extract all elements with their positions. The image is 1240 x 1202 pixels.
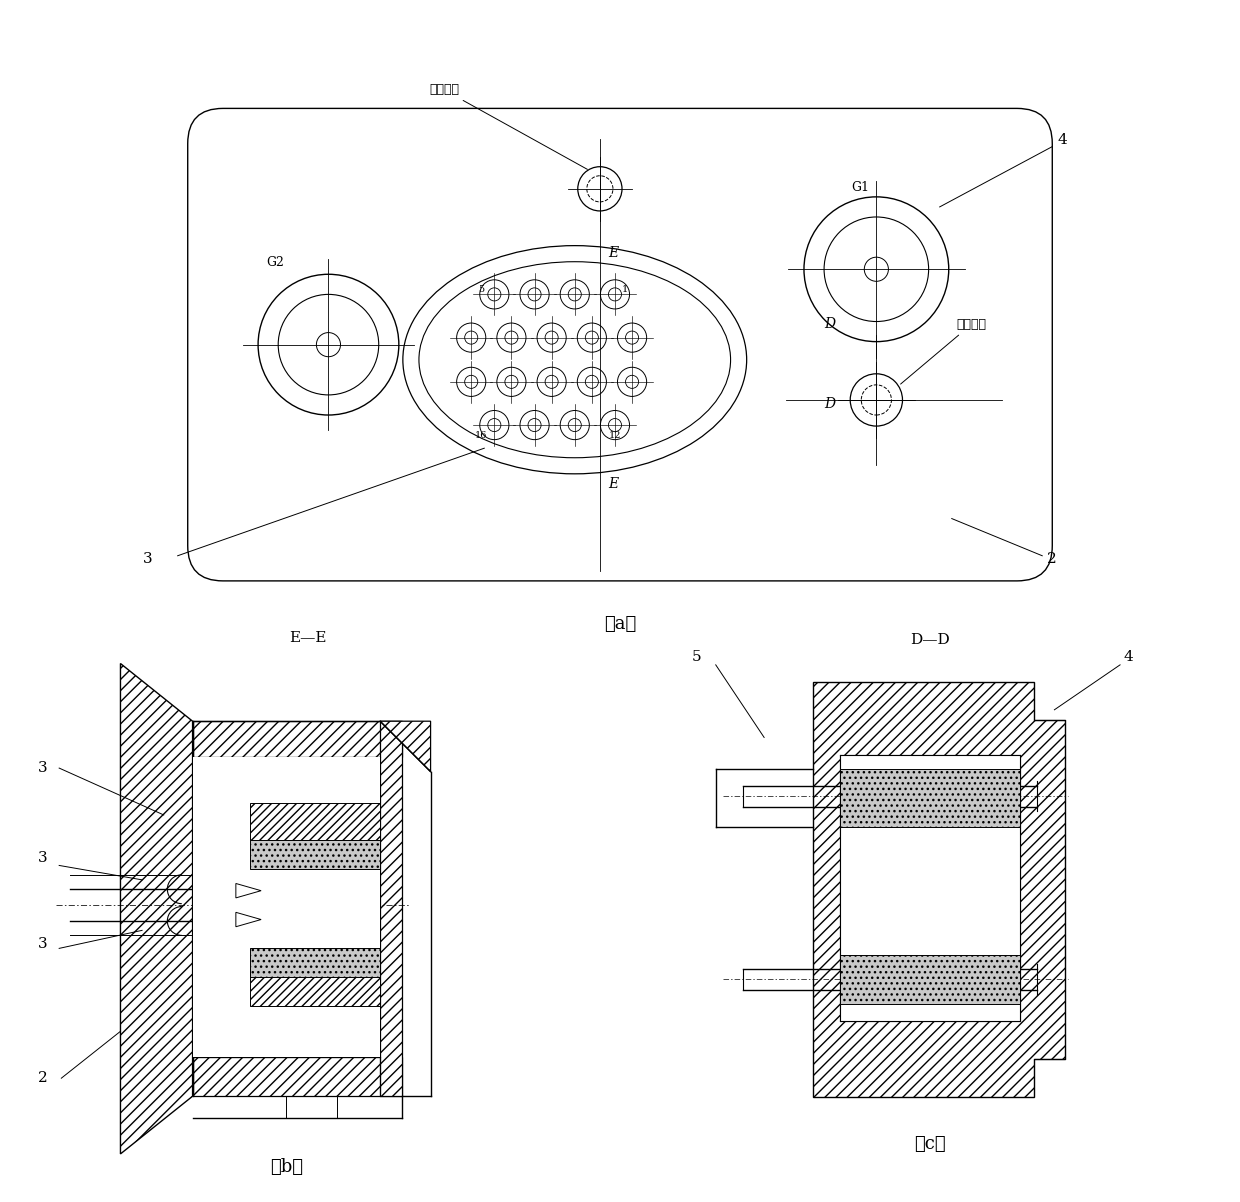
- Text: 5: 5: [479, 285, 485, 294]
- Text: 螺纹沉孔: 螺纹沉孔: [900, 317, 987, 385]
- Text: 3: 3: [37, 851, 47, 864]
- Text: 3: 3: [37, 938, 47, 951]
- Polygon shape: [812, 683, 1065, 1096]
- Text: G2: G2: [267, 256, 284, 269]
- Text: 1: 1: [622, 285, 629, 294]
- Text: D—D: D—D: [910, 633, 950, 647]
- Polygon shape: [381, 721, 430, 772]
- Text: 3: 3: [143, 552, 153, 566]
- Polygon shape: [236, 883, 262, 898]
- Bar: [841, 755, 1019, 1020]
- Bar: [192, 721, 402, 757]
- Text: D: D: [825, 397, 836, 411]
- Text: D: D: [825, 316, 836, 331]
- Text: E—E: E—E: [289, 631, 326, 644]
- Text: （b）: （b）: [270, 1158, 303, 1176]
- Text: 4: 4: [1123, 650, 1133, 665]
- Bar: [192, 1057, 402, 1096]
- Text: 2: 2: [37, 1071, 47, 1084]
- Bar: [381, 721, 402, 1096]
- Text: 2: 2: [1048, 552, 1056, 566]
- Text: 3: 3: [37, 761, 47, 774]
- Text: 12: 12: [609, 432, 621, 440]
- Text: E: E: [608, 246, 618, 260]
- Text: 16: 16: [475, 432, 487, 440]
- Polygon shape: [236, 912, 262, 927]
- Bar: [250, 803, 381, 840]
- Bar: [841, 768, 1019, 827]
- Text: 4: 4: [1058, 132, 1068, 147]
- Bar: [250, 840, 381, 869]
- Text: 5: 5: [692, 650, 701, 665]
- Bar: [192, 757, 381, 1057]
- Text: E: E: [608, 477, 618, 492]
- Bar: [250, 948, 381, 977]
- Text: G1: G1: [851, 180, 869, 194]
- Text: （c）: （c）: [914, 1135, 946, 1153]
- Bar: [250, 969, 381, 1006]
- Polygon shape: [120, 664, 192, 1154]
- Text: 螺纹沉孔: 螺纹沉孔: [429, 83, 588, 169]
- Bar: [841, 956, 1019, 1004]
- Text: （a）: （a）: [604, 615, 636, 633]
